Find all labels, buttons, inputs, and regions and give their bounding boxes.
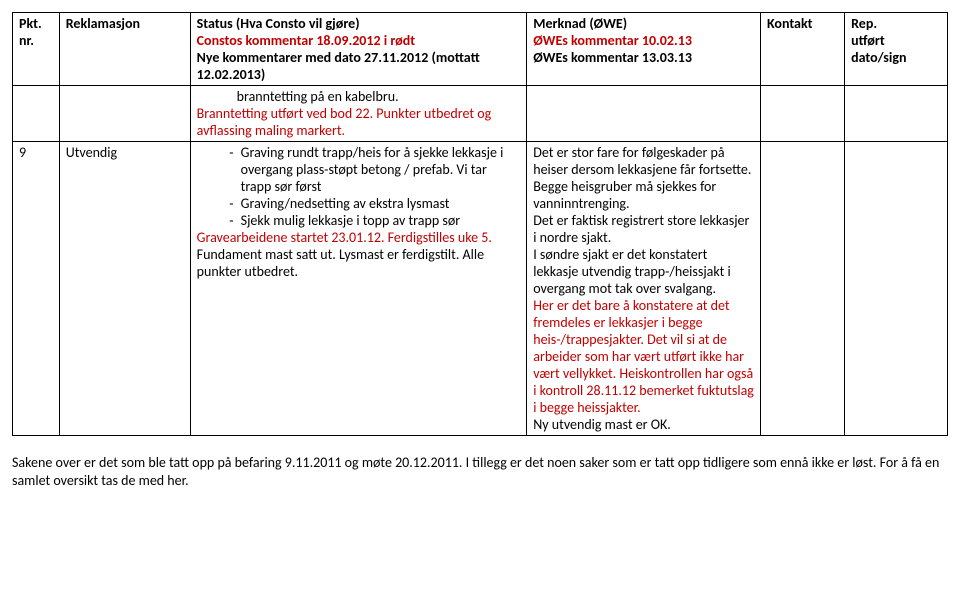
row2-status-black: Fundament mast satt ut. Lysmast er ferdi… xyxy=(197,246,484,280)
hdr-merknad-2: ØWEs kommentar 10.02.13 xyxy=(533,32,754,49)
table-row: 9 Utvendig Graving rundt trapp/heis for … xyxy=(13,142,948,436)
hdr-merknad-3: ØWEs kommentar 13.03.13 xyxy=(533,49,754,66)
row2-merk-p3: I søndre sjakt er det konstatert lekkasj… xyxy=(533,246,754,297)
hdr-merknad-1: Merknad (ØWE) xyxy=(533,15,754,32)
row2-pkt: 9 xyxy=(13,142,60,436)
hdr-reklamasjon: Reklamasjon xyxy=(66,15,184,32)
header-row: Pkt. nr. Reklamasjon Status (Hva Consto … xyxy=(13,13,948,86)
footer-text: Sakene over er det som ble tatt opp på b… xyxy=(12,436,948,490)
row2-merk-red: Her er det bare å konstatere at det frem… xyxy=(533,297,754,416)
row2-merk-p2: Det er faktisk registrert store lekkasje… xyxy=(533,212,754,246)
hdr-status-1: Status (Hva Consto vil gjøre) xyxy=(197,15,521,32)
hdr-pkt-1: Pkt. xyxy=(19,15,53,32)
hdr-rep-2: utført xyxy=(851,32,941,49)
hdr-status-2: Constos kommentar 18.09.2012 i rødt xyxy=(197,32,521,49)
row2-status-red: Gravearbeidene startet 23.01.12. Ferdigs… xyxy=(197,229,492,246)
table-row: branntetting på en kabelbru. Branntettin… xyxy=(13,86,948,142)
row2-bullet-1: Graving rundt trapp/heis for å sjekke le… xyxy=(237,144,521,195)
hdr-status-3: Nye kommentarer med dato 27.11.2012 (mot… xyxy=(197,49,521,83)
row1-status-line1: branntetting på en kabelbru. xyxy=(197,88,521,105)
row2-bullet-3: Sjekk mulig lekkasje i topp av trapp sør xyxy=(237,212,521,229)
hdr-rep-1: Rep. xyxy=(851,15,941,32)
main-table: Pkt. nr. Reklamasjon Status (Hva Consto … xyxy=(12,12,948,436)
row2-reklamasjon: Utvendig xyxy=(59,142,190,436)
hdr-kontakt: Kontakt xyxy=(767,15,838,32)
row2-merk-ok: Ny utvendig mast er OK. xyxy=(533,416,754,433)
row2-merk-p1: Det er stor fare for følgeskader på heis… xyxy=(533,144,754,212)
row1-status-line2: Branntetting utført ved bod 22. Punkter … xyxy=(197,105,521,139)
hdr-pkt-2: nr. xyxy=(19,32,53,49)
hdr-rep-3: dato/sign xyxy=(851,49,941,66)
row2-bullet-2: Graving/nedsetting av ekstra lysmast xyxy=(237,195,521,212)
row2-status-bullets: Graving rundt trapp/heis for å sjekke le… xyxy=(197,144,521,229)
